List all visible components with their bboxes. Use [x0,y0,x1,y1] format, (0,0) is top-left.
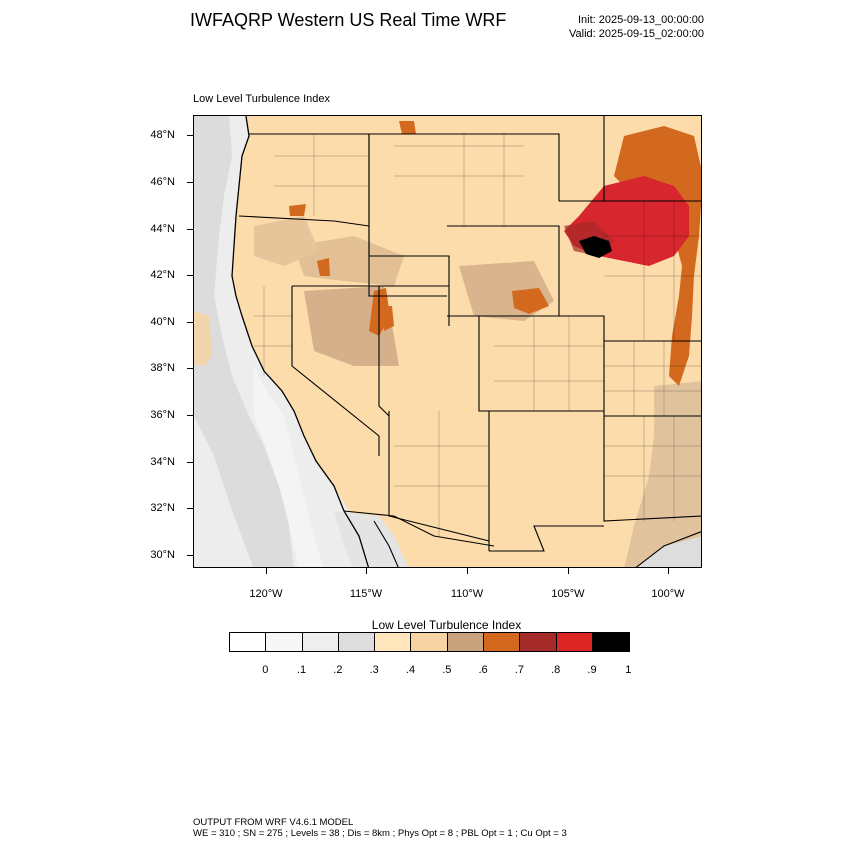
init-time: Init: 2025-09-13_00:00:00 [578,14,704,26]
colorbar-box [266,633,303,651]
colorbar-box [411,633,448,651]
colorbar-label: .5 [442,664,452,676]
ocean-mid-band [194,116,294,567]
turbulence-map [194,116,701,567]
lat-label: 42°N [150,269,175,281]
colorbar-title: Low Level Turbulence Index [371,618,522,632]
lat-label: 38°N [150,362,175,374]
tan-patch-oregon [254,216,319,266]
county-lines [254,134,701,536]
lat-tick [187,368,193,369]
lat-label: 44°N [150,223,175,235]
lat-tick [187,322,193,323]
lat-tick [187,508,193,509]
lat-tick [187,555,193,556]
colorbar-box [375,633,412,651]
colorbar [229,632,631,652]
lon-label: 115°W [349,588,383,600]
colorbar-label: .8 [551,664,561,676]
lon-label: 120°W [249,588,283,600]
colorbar-label: .1 [297,664,307,676]
colorbar-box [484,633,521,651]
lat-label: 34°N [150,456,175,468]
colorbar-box [230,633,267,651]
lon-label: 110°W [450,588,484,600]
lat-tick [187,229,193,230]
lat-tick [187,462,193,463]
lon-tick [467,568,468,574]
colorbar-label: 0 [262,664,269,676]
main-title: IWFAQRP Western US Real Time WRF [190,10,507,30]
lon-tick [568,568,569,574]
lat-label: 36°N [150,409,175,421]
ocean-pale-band [254,366,324,567]
map-frame [193,115,702,568]
baja-coast [373,520,399,567]
colorbar-label: .6 [478,664,488,676]
lat-tick [187,275,193,276]
lon-tick [366,568,367,574]
init-valid-block: Init: 2025-09-13_00:00:00 Valid: 2025-09… [569,13,704,41]
offshore-tan [194,311,212,366]
model-footer: OUTPUT FROM WRF V4.6.1 MODEL WE = 310 ; … [193,817,567,839]
lat-label: 48°N [150,129,175,141]
colorbar-label: .2 [333,664,343,676]
lat-tick [187,182,193,183]
colorbar-box [520,633,557,651]
orange-patch-colorado [512,288,549,314]
colorbar-label: .4 [405,664,416,676]
orange-patch-utah-2 [382,306,394,331]
colorbar-box [302,633,339,651]
black-core [579,236,612,258]
lon-label: 100°W [651,588,685,600]
lat-label: 30°N [150,549,175,561]
lon-tick [266,568,267,574]
mexico-border [343,510,495,547]
orange-patch-idaho [317,258,330,276]
lat-tick [187,415,193,416]
colorbar-label: .3 [369,664,379,676]
footer-line-2: WE = 310 ; SN = 275 ; Levels = 38 ; Dis … [193,828,567,839]
lon-label: 105°W [551,588,585,600]
gulf-gray [636,536,701,567]
colorbar-label: .9 [587,664,597,676]
lon-tick [668,568,669,574]
lat-label: 32°N [150,502,175,514]
valid-time: Valid: 2025-09-15_02:00:00 [569,28,704,40]
colorbar-label: .7 [514,664,524,676]
colorbar-box [592,633,630,651]
lat-tick [187,135,193,136]
colorbar-box [338,633,376,651]
lat-label: 40°N [150,316,175,328]
gulf-coast [635,531,701,567]
coastline [231,116,370,567]
colorbar-label: 1 [625,664,632,676]
panel-title: Low Level Turbulence Index [193,93,330,105]
lat-label: 46°N [150,176,175,188]
colorbar-box [447,633,485,651]
colorbar-box [556,633,593,651]
footer-line-1: OUTPUT FROM WRF V4.6.1 MODEL [193,817,354,828]
orange-patch-montana [399,121,416,134]
texas-brown-region [624,381,701,567]
orange-patch-washington [289,204,306,216]
